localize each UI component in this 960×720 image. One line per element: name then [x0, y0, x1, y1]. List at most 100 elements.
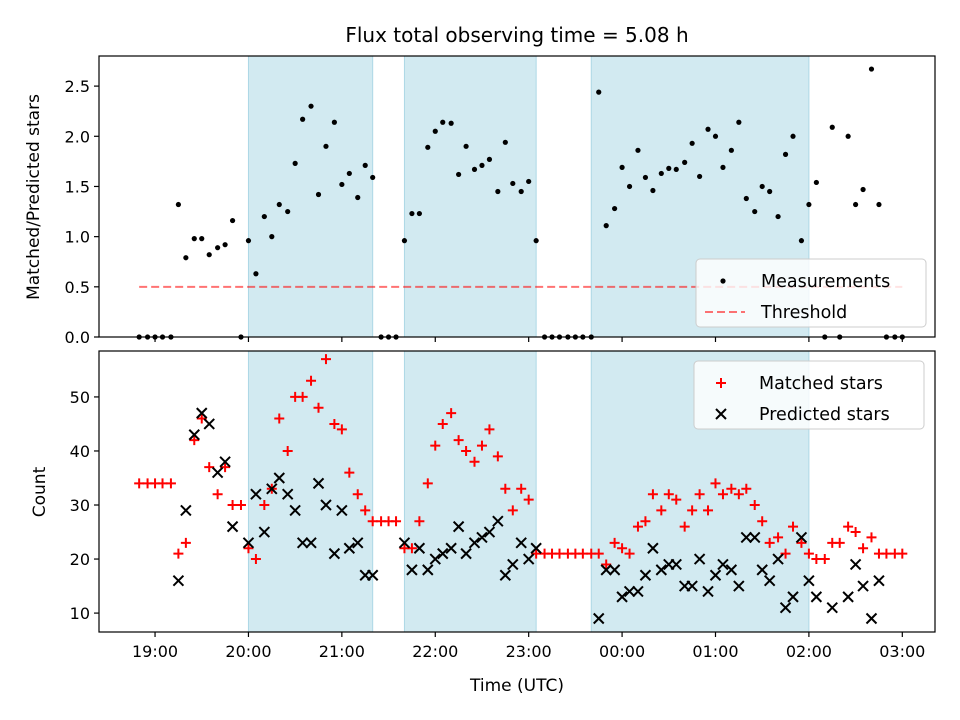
measurement-point — [790, 133, 796, 139]
measurement-point — [876, 201, 882, 208]
measurement-point — [448, 120, 454, 126]
matched-star-point — [367, 516, 378, 527]
measurement-point — [626, 183, 633, 190]
matched-star-point — [297, 391, 308, 402]
measurement-point — [175, 201, 181, 208]
measurement-point — [315, 191, 322, 198]
predicted-star-point — [803, 574, 815, 587]
matched-star-point — [414, 516, 425, 527]
legend-label: Predicted stars — [759, 405, 890, 425]
predicted-star-point — [180, 504, 192, 517]
bottom-y-axis-label: Count — [30, 466, 50, 517]
matched-star-point — [422, 478, 433, 489]
matched-star-point — [437, 418, 448, 429]
matched-star-point — [391, 516, 402, 527]
predicted-star-point — [772, 553, 784, 565]
legend-label: Matched stars — [759, 374, 883, 394]
legend-marker-measurement — [720, 278, 726, 284]
matched-star-point — [757, 516, 768, 527]
matched-star-point — [687, 505, 698, 516]
measurement-point — [860, 186, 866, 193]
matched-star-point — [274, 413, 285, 424]
matched-star-point — [632, 521, 643, 532]
matched-star-point — [601, 559, 612, 570]
matched-star-point — [352, 489, 363, 500]
x-tick-label: 23:00 — [506, 642, 552, 661]
measurement-point — [323, 143, 329, 149]
predicted-star-point — [733, 580, 745, 592]
measurement-point — [355, 194, 361, 201]
measurement-point — [650, 187, 656, 194]
measurement-point — [479, 162, 485, 168]
matched-star-point — [811, 554, 822, 565]
matched-star-point — [360, 505, 371, 516]
measurement-point — [759, 183, 765, 190]
matched-star-point — [250, 554, 261, 565]
measurement-point — [370, 174, 376, 181]
predicted-star-point — [515, 537, 527, 549]
predicted-star-point — [522, 553, 535, 565]
y-tick-label: 1.5 — [65, 177, 90, 196]
matched-star-point — [173, 548, 184, 559]
count-panel: 10 20 30 40 50 19:00 20:00 21:00 22:00 23:00 00:00… — [70, 350, 936, 661]
predicted-star-point — [460, 547, 472, 560]
predicted-star-point — [507, 558, 519, 571]
predicted-star-point — [779, 601, 792, 614]
matched-star-point — [656, 505, 667, 516]
measurement-point — [603, 223, 609, 229]
matched-star-point — [320, 354, 331, 365]
top-y-axis-label: Matched/Predicted stars — [24, 94, 44, 300]
y-tick-label: 0.5 — [65, 278, 90, 297]
predicted-star-point — [795, 531, 808, 544]
matched-star-point — [679, 521, 690, 532]
matched-star-point — [204, 462, 215, 473]
matched-star-point — [749, 500, 760, 511]
measurement-point — [183, 255, 189, 261]
predicted-star-point — [492, 515, 504, 527]
matched-star-point — [663, 489, 674, 500]
predicted-star-point — [226, 520, 239, 533]
matched-star-point — [617, 543, 628, 554]
measurement-point — [362, 162, 368, 168]
x-tick-label: 19:00 — [132, 642, 178, 661]
predicted-star-point — [483, 526, 496, 538]
measurement-point — [253, 271, 259, 277]
matched-star-point — [624, 548, 635, 559]
matched-star-point — [492, 451, 503, 462]
predicted-star-point — [702, 585, 714, 598]
predicted-star-point — [398, 537, 411, 549]
matched-star-point — [516, 483, 527, 494]
matched-star-point — [850, 527, 861, 538]
predicted-star-point — [211, 466, 224, 479]
matched-star-point — [640, 516, 651, 527]
measurement-point — [682, 159, 688, 165]
measurement-point — [518, 188, 524, 195]
measurement-point — [440, 119, 446, 125]
matched-star-point — [710, 478, 721, 489]
predicted-star-point — [352, 537, 364, 549]
matched-star-point — [741, 483, 752, 494]
measurement-point — [191, 236, 197, 242]
predicted-star-point — [305, 537, 317, 549]
matched-star-point — [500, 483, 511, 494]
matched-star-point — [282, 445, 293, 456]
matched-star-point — [897, 548, 908, 559]
matched-star-point — [554, 548, 565, 559]
measurement-point — [782, 151, 789, 157]
matched-star-point — [717, 489, 728, 500]
measurement-point — [752, 208, 758, 215]
measurement-point — [767, 188, 773, 195]
predicted-star-point — [647, 542, 659, 554]
predicted-star-point — [740, 531, 753, 544]
x-tick-label: 03:00 — [879, 642, 925, 661]
predicted-star-point — [600, 564, 612, 576]
matched-star-point — [476, 440, 487, 451]
measurement-point — [308, 103, 314, 109]
matched-star-point — [461, 445, 472, 456]
measurement-point — [533, 238, 539, 244]
matched-star-point — [764, 537, 775, 548]
predicted-star-point — [266, 483, 278, 495]
measurement-point — [853, 201, 859, 208]
legend-label: Measurements — [761, 272, 890, 292]
predicted-star-point — [320, 499, 332, 511]
